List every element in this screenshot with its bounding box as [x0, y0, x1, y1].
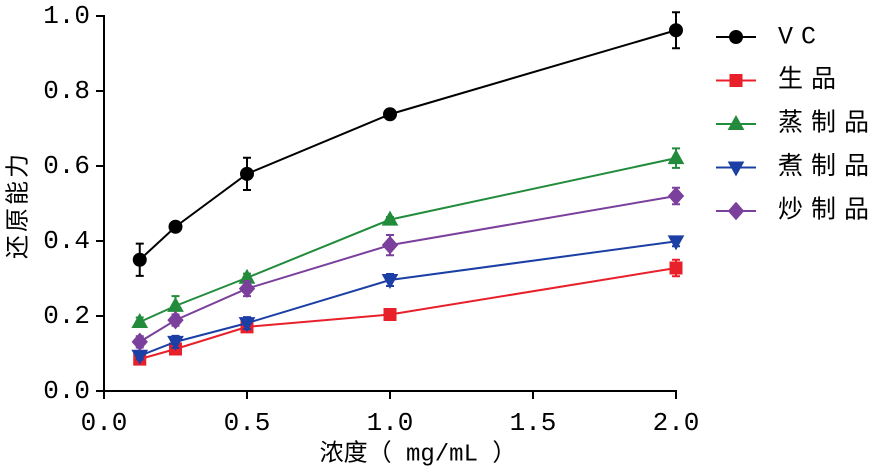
steamed-point [381, 210, 399, 226]
boiled-line [139, 240, 677, 357]
stir-fried-point [667, 186, 685, 206]
legend-label-boiled: 煮制品 [778, 152, 877, 182]
legend-marker-steamed [727, 114, 745, 130]
series-layer [131, 11, 685, 366]
y-tick-label: 0.0 [43, 376, 90, 406]
boiled-point [167, 335, 184, 351]
x-tick-label: 1.5 [510, 408, 557, 438]
y-ticks: 0.0 0.2 0.4 0.6 0.8 1.0 [43, 1, 104, 406]
legend-marker-vc [729, 30, 743, 44]
x-tick-label: 0.0 [81, 408, 128, 438]
vc-line [139, 29, 677, 261]
x-tick-label: 2.0 [653, 408, 700, 438]
vc-point [132, 252, 147, 267]
vc-point [383, 107, 397, 122]
steamed-line [139, 157, 677, 323]
stir-fried-series [131, 186, 685, 352]
x-axis-label: 浓度（ mg/mL ） [320, 440, 517, 469]
legend-label-steamed: 蒸制品 [778, 109, 877, 139]
x-tick-label: 1.0 [367, 408, 414, 438]
y-tick-label: 0.8 [43, 76, 90, 106]
legend-marker-stir-fried [727, 201, 745, 221]
boiled-point [381, 274, 399, 290]
y-tick-label: 1.0 [43, 1, 90, 31]
y-tick-label: 0.6 [43, 151, 90, 181]
axes [103, 15, 677, 392]
raw-line [139, 267, 677, 361]
legend-marker-boiled [727, 161, 745, 177]
y-tick-label: 0.2 [43, 301, 90, 331]
y-tick-label: 0.4 [43, 226, 90, 256]
x-tick-label: 0.5 [224, 408, 271, 438]
legend-item-vc: VC [716, 23, 824, 52]
vc-point [240, 166, 254, 181]
boiled-point [238, 317, 256, 333]
legend-item-raw: 生品 [716, 65, 844, 95]
raw-point [669, 261, 683, 275]
raw-series [133, 258, 683, 366]
x-ticks: 0.0 0.5 1.0 1.5 2.0 [81, 391, 700, 438]
stir-fried-point [167, 310, 184, 330]
raw-point [383, 308, 397, 321]
stir-fried-line [139, 195, 677, 343]
boiled-point [667, 235, 685, 251]
boiled-series [131, 235, 685, 365]
legend-label-vc: VC [778, 23, 824, 52]
legend-item-stir-fried: 炒制品 [716, 196, 877, 226]
stir-fried-point [381, 235, 399, 255]
legend-marker-raw [729, 74, 743, 87]
vc-point [168, 219, 183, 234]
steamed-point [667, 149, 685, 165]
legend-label-stir-fried: 炒制品 [778, 196, 877, 226]
legend-item-boiled: 煮制品 [716, 152, 877, 182]
vc-point [669, 23, 683, 38]
steamed-series [131, 147, 685, 328]
y-axis-label: 还原能力 [5, 151, 34, 259]
legend-item-steamed: 蒸制品 [716, 109, 877, 139]
legend-label-raw: 生品 [778, 65, 844, 95]
stir-fried-point [131, 332, 148, 352]
stir-fried-point [238, 279, 256, 298]
vc-series [132, 11, 683, 277]
steamed-point [131, 312, 149, 328]
